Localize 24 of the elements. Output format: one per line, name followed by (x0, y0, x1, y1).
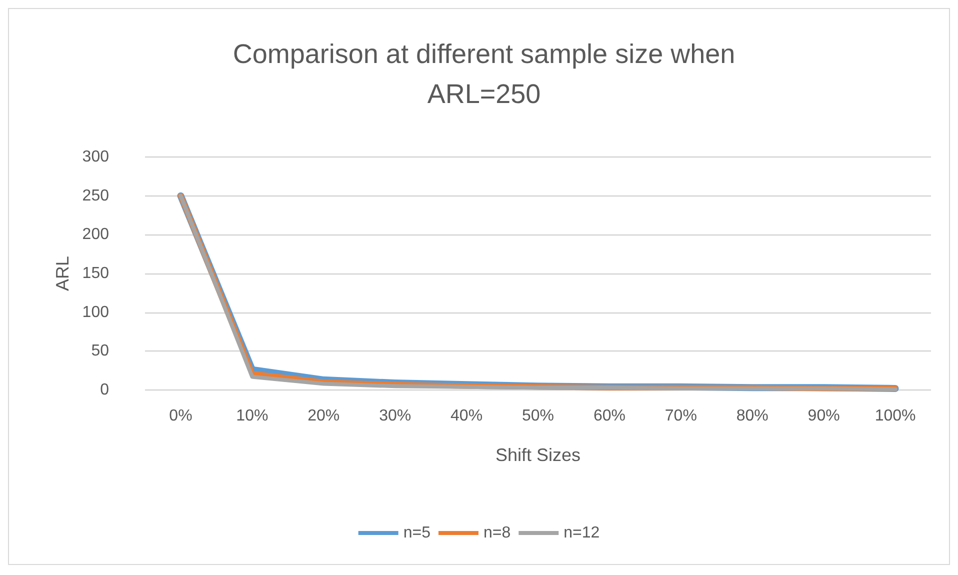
legend-label: n=8 (483, 524, 511, 542)
x-tick-label: 50% (522, 408, 554, 424)
x-tick-label: 100% (874, 408, 916, 424)
x-tick-label: 60% (593, 408, 626, 424)
y-tick-label: 250 (82, 187, 110, 204)
y-tick-label: 150 (82, 265, 110, 282)
x-tick-label: 40% (450, 408, 483, 424)
x-tick-label: 90% (808, 408, 840, 424)
y-tick-label: 50 (91, 342, 110, 360)
y-tick-label: 0 (100, 382, 110, 398)
x-tick-label: 0% (169, 408, 192, 424)
y-tick-label: 100 (82, 304, 110, 321)
legend-label: n=5 (403, 524, 431, 542)
y-axis-title: ARL (52, 256, 72, 292)
y-tick-label: 300 (82, 148, 110, 166)
x-tick-label: 30% (379, 408, 412, 424)
x-axis-title: Shift Sizes (495, 445, 581, 465)
x-tick-label: 70% (664, 408, 697, 424)
y-tick-label: 200 (82, 226, 110, 244)
x-tick-label: 20% (308, 408, 340, 424)
x-tick-label: 10% (236, 408, 268, 424)
chart-title: Comparison at different sample size when ARL=250 (232, 39, 736, 109)
x-tick-label: 80% (736, 408, 768, 424)
legend-label: n=12 (564, 524, 600, 542)
